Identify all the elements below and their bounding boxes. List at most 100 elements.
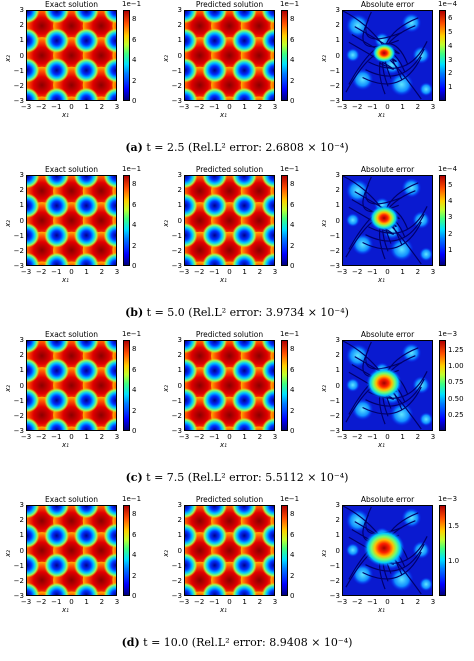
y-tick-label: −3	[13, 97, 24, 105]
exact-solution-panel: Exact solution 3 −3 2 −2 1 −1 0 0 −1 1 −2 2 −3 3 x₂ x₁ 1e…	[2, 330, 157, 465]
y-tick-label: 1	[335, 201, 340, 210]
colorbar-tick-label: 1.0	[448, 557, 460, 565]
y-tick-label: 0	[335, 216, 340, 225]
x-tick-label: 3	[430, 268, 436, 276]
colorbar-multiplier: 1e−1	[280, 165, 300, 173]
colorbar-tick-label: 0	[132, 427, 137, 435]
x-tick-label: −1	[367, 268, 378, 276]
field-heatmap	[185, 341, 274, 430]
colorbar-tick-label: 5	[448, 28, 453, 37]
y-tick-label: 1	[19, 36, 24, 45]
colorbar-tick-label: 8	[290, 15, 295, 24]
colorbar-tick-label: 0	[290, 427, 295, 435]
predicted-solution-panel: Predicted solution 3 −3 2 −2 1 −1 0 0 −1 1 −2 2 −3 3 x₂…	[160, 165, 315, 300]
x-axis-label: x₁	[378, 606, 385, 614]
subfigure-caption: (b) t = 5.0 (Rel.L² error: 3.9734 × 10⁻⁴…	[125, 306, 349, 319]
y-tick-label: 0	[19, 216, 24, 225]
y-tick-label: −3	[329, 97, 340, 105]
colorbar-tick-label: 4	[290, 56, 295, 65]
colorbar-multiplier: 1e−1	[122, 165, 142, 173]
y-tick-label: −2	[13, 246, 24, 255]
panel-title: Predicted solution	[195, 0, 264, 9]
panel-title: Exact solution	[45, 330, 98, 339]
y-tick-label: 2	[177, 186, 182, 195]
y-tick-label: 3	[19, 171, 24, 179]
colorbar-multiplier: 1e−4	[438, 165, 458, 173]
colorbar	[281, 175, 288, 266]
x-tick-label: 3	[114, 433, 120, 441]
colorbar-tick-label: 4	[448, 197, 453, 205]
field-heatmap	[27, 341, 116, 430]
y-tick-label: −2	[329, 81, 340, 90]
panel-title: Predicted solution	[195, 330, 264, 339]
colorbar-tick-label: 2	[132, 406, 137, 415]
x-tick-label: 3	[430, 103, 436, 111]
y-tick-label: 3	[19, 6, 24, 14]
colorbar-tick-label: 1.25	[448, 345, 464, 354]
subfigure-caption: (d) t = 10.0 (Rel.L² error: 8.9408 × 10⁻…	[121, 636, 353, 649]
colorbar-multiplier: 1e−1	[280, 0, 300, 8]
y-tick-label: −2	[171, 576, 182, 585]
error-heatmap	[343, 506, 432, 595]
x-tick-label: −1	[367, 103, 378, 111]
absolute-error-panel: Absolute error 3 −3 2 −2 1 −1 0 0 −1 1 −2 2 −3 3 x₂ x₁ 1e…	[318, 495, 473, 630]
y-tick-label: −2	[329, 246, 340, 255]
colorbar	[439, 340, 446, 431]
panel-title: Absolute error	[360, 165, 415, 174]
colorbar-tick-label: 2	[448, 69, 453, 78]
x-tick-label: 0	[69, 433, 74, 441]
y-tick-label: −1	[13, 231, 24, 240]
colorbar-tick-label: 8	[132, 345, 137, 354]
colorbar-tick-label: 5	[448, 180, 453, 189]
y-tick-label: 0	[19, 546, 24, 555]
colorbar-tick-label: 6	[132, 530, 137, 539]
subfigure-caption: (a) t = 2.5 (Rel.L² error: 2.6808 × 10⁻⁴…	[125, 141, 349, 154]
y-tick-label: −2	[171, 81, 182, 90]
x-tick-label: −2	[35, 103, 47, 111]
x-tick-label: 1	[400, 268, 405, 276]
y-axis-label: x₂	[4, 220, 12, 227]
colorbar	[439, 505, 446, 596]
x-tick-label: −1	[209, 598, 220, 606]
heatmap-plot	[26, 10, 117, 101]
x-axis-label: x₁	[62, 111, 69, 119]
colorbar-tick-label: 6	[290, 530, 295, 539]
x-tick-label: −3	[178, 103, 190, 111]
colorbar-tick-label: 1	[448, 83, 453, 92]
x-tick-label: 1	[84, 433, 89, 441]
y-tick-label: 2	[19, 21, 24, 30]
y-tick-label: −1	[13, 396, 24, 405]
x-tick-label: −2	[35, 598, 47, 606]
y-tick-label: 3	[177, 336, 182, 344]
x-tick-label: −1	[51, 433, 62, 441]
colorbar-tick-label: 8	[290, 510, 295, 519]
x-tick-label: −3	[336, 598, 348, 606]
y-tick-label: −2	[13, 81, 24, 90]
x-tick-label: 2	[257, 598, 263, 606]
y-tick-label: 0	[177, 381, 182, 390]
field-heatmap	[27, 506, 116, 595]
colorbar-tick-label: 1.5	[448, 522, 460, 530]
x-tick-label: −2	[193, 103, 205, 111]
colorbar-tick-label: 6	[290, 365, 295, 374]
x-tick-label: −2	[193, 598, 205, 606]
x-tick-label: 0	[69, 598, 74, 606]
y-tick-label: −2	[13, 576, 24, 585]
heatmap-plot	[342, 175, 433, 266]
colorbar-multiplier: 1e−3	[438, 330, 458, 338]
y-axis-label: x₂	[4, 385, 12, 392]
panel-title: Exact solution	[45, 495, 98, 504]
x-tick-label: −3	[336, 268, 348, 276]
colorbar-tick-label: 3	[448, 213, 453, 222]
heatmap-plot	[184, 505, 275, 596]
x-tick-label: 2	[257, 268, 263, 276]
x-tick-label: 3	[430, 433, 436, 441]
x-tick-label: 2	[99, 268, 105, 276]
y-tick-label: −3	[329, 427, 340, 435]
x-axis-label: x₁	[220, 111, 227, 119]
y-tick-label: 0	[177, 51, 182, 60]
figure-row-c: Exact solution 3 −3 2 −2 1 −1 0 0 −1 1 −2 2 −3 3 x₂ x₁ 1e…	[0, 330, 474, 495]
x-tick-label: −3	[178, 598, 190, 606]
absolute-error-panel: Absolute error 3 −3 2 −2 1 −1 0 0 −1 1 −2 2 −3 3 x₂ x₁ 1e…	[318, 0, 473, 135]
y-tick-label: −2	[171, 411, 182, 420]
